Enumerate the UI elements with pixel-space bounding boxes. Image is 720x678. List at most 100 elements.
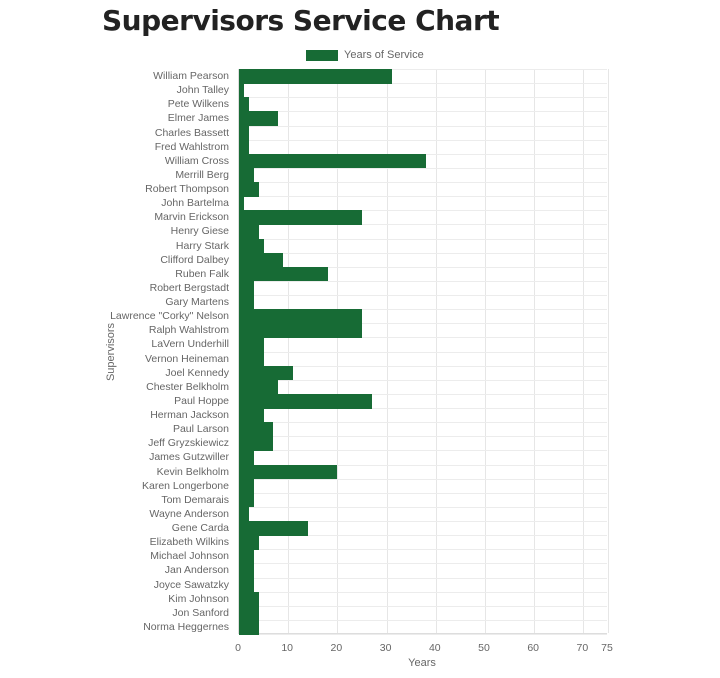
- x-tick-label: 70: [576, 642, 589, 654]
- bar[interactable]: [239, 591, 259, 607]
- bar[interactable]: [239, 549, 254, 564]
- horizontal-gridline: [239, 309, 607, 311]
- bar[interactable]: [239, 196, 244, 211]
- y-tick-label: Henry Giese: [170, 225, 229, 238]
- vertical-gridline: [534, 69, 536, 633]
- vertical-gridline: [288, 69, 290, 633]
- horizontal-gridline: [239, 605, 607, 607]
- bar[interactable]: [239, 139, 249, 155]
- y-tick-label: Kevin Belkholm: [156, 465, 229, 478]
- horizontal-gridline: [239, 238, 607, 240]
- bar[interactable]: [239, 69, 392, 84]
- bar[interactable]: [239, 252, 284, 268]
- bar[interactable]: [239, 436, 274, 451]
- y-tick-label: Norma Heggernes: [143, 620, 229, 633]
- y-tick-label: James Gutzwiller: [149, 451, 229, 464]
- horizontal-gridline: [239, 450, 607, 452]
- bar[interactable]: [239, 577, 254, 593]
- y-tick-label: Ralph Wahlstrom: [148, 324, 229, 337]
- y-tick-label: Michael Johnson: [150, 550, 229, 563]
- bar[interactable]: [239, 492, 254, 508]
- bar[interactable]: [239, 422, 274, 437]
- y-tick-label: Herman Jackson: [150, 409, 229, 422]
- y-tick-label: John Bartelma: [161, 197, 229, 210]
- y-tick-label: Kim Johnson: [168, 592, 229, 605]
- legend-label: Years of Service: [344, 49, 424, 61]
- page-title: Supervisors Service Chart: [102, 4, 500, 37]
- horizontal-gridline: [239, 224, 607, 226]
- bar[interactable]: [239, 464, 338, 480]
- horizontal-gridline: [239, 252, 607, 254]
- horizontal-gridline: [239, 139, 607, 141]
- horizontal-gridline: [239, 563, 607, 565]
- vertical-gridline: [583, 69, 585, 633]
- horizontal-gridline: [239, 422, 607, 424]
- bar[interactable]: [239, 563, 254, 578]
- y-tick-label: Jan Anderson: [164, 564, 229, 577]
- horizontal-gridline: [239, 351, 607, 353]
- y-tick-label: Elizabeth Wilkins: [149, 536, 229, 549]
- bar[interactable]: [239, 153, 426, 169]
- bar[interactable]: [239, 295, 254, 310]
- x-tick-label: 20: [330, 642, 343, 654]
- bar[interactable]: [239, 83, 244, 98]
- legend-swatch: [306, 49, 338, 61]
- bar[interactable]: [239, 309, 362, 324]
- horizontal-gridline: [239, 83, 607, 85]
- horizontal-gridline: [239, 577, 607, 579]
- y-tick-label: Robert Thompson: [145, 183, 229, 196]
- bar[interactable]: [239, 450, 254, 465]
- bar[interactable]: [239, 506, 249, 522]
- horizontal-gridline: [239, 492, 607, 494]
- bar[interactable]: [239, 125, 249, 141]
- bar[interactable]: [239, 478, 254, 494]
- y-tick-label: Marvin Erickson: [154, 211, 229, 224]
- y-tick-label: Joyce Sawatzky: [153, 578, 229, 591]
- x-tick-label: 0: [235, 642, 241, 654]
- bar[interactable]: [239, 605, 259, 621]
- x-tick-label: 50: [478, 642, 490, 654]
- y-tick-label: Joel Kennedy: [165, 366, 229, 379]
- bar[interactable]: [239, 210, 362, 225]
- x-tick-label: 10: [281, 642, 294, 654]
- bar[interactable]: [239, 182, 259, 197]
- bar[interactable]: [239, 535, 259, 550]
- bar[interactable]: [239, 97, 249, 112]
- bar[interactable]: [239, 224, 259, 239]
- bar[interactable]: [239, 323, 362, 338]
- vertical-gridline: [485, 69, 486, 633]
- bar[interactable]: [239, 238, 264, 254]
- horizontal-gridline: [239, 167, 607, 169]
- y-tick-label: Paul Larson: [172, 423, 229, 436]
- bar[interactable]: [239, 365, 294, 381]
- horizontal-gridline: [239, 125, 607, 127]
- bar[interactable]: [239, 408, 264, 423]
- bar[interactable]: [239, 619, 259, 635]
- y-tick-label: Paul Hoppe: [174, 394, 229, 407]
- bar[interactable]: [239, 393, 372, 409]
- chart-legend[interactable]: Years of Service: [306, 49, 424, 61]
- bar[interactable]: [239, 266, 328, 282]
- y-tick-label: Merrill Berg: [175, 168, 229, 181]
- horizontal-gridline: [239, 182, 607, 183]
- x-tick-label: 60: [527, 642, 540, 654]
- horizontal-gridline: [239, 619, 607, 621]
- vertical-gridline: [435, 69, 437, 633]
- y-tick-label: Charles Bassett: [154, 126, 229, 139]
- horizontal-gridline: [239, 323, 607, 325]
- bar[interactable]: [239, 351, 264, 367]
- y-tick-label: Clifford Dalbey: [160, 253, 229, 266]
- bar[interactable]: [239, 379, 279, 395]
- bar[interactable]: [239, 111, 279, 126]
- y-tick-label: Fred Wahlstrom: [154, 140, 229, 153]
- bar[interactable]: [239, 521, 308, 536]
- bar[interactable]: [239, 167, 254, 183]
- y-tick-label: Vernon Heineman: [144, 352, 229, 365]
- vertical-gridline: [386, 69, 388, 633]
- y-tick-label: William Pearson: [153, 70, 229, 83]
- y-tick-label: Pete Wilkens: [167, 98, 229, 111]
- horizontal-gridline: [239, 408, 607, 409]
- bar[interactable]: [239, 337, 264, 352]
- bar[interactable]: [239, 280, 254, 296]
- horizontal-gridline: [239, 69, 607, 70]
